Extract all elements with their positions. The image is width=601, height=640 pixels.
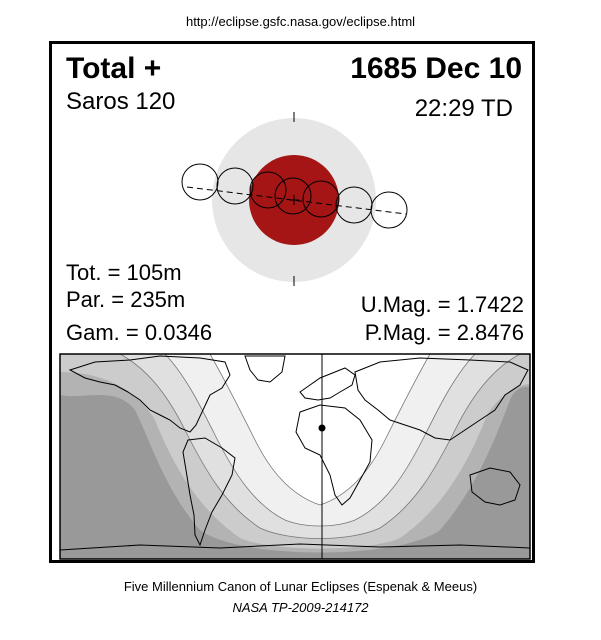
africa-outline bbox=[295, 404, 373, 506]
eclipse-date: 1685 Dec 10 bbox=[350, 52, 522, 85]
coastlines bbox=[60, 355, 530, 551]
umbral-magnitude: U.Mag. = 1.7422 bbox=[360, 292, 524, 317]
moon-u1-contact bbox=[216, 167, 254, 205]
moon-greatest bbox=[274, 177, 312, 215]
moon-p4-contact bbox=[370, 191, 408, 229]
asia-outline bbox=[354, 357, 529, 441]
australia-outline bbox=[469, 467, 521, 506]
shadow-diagram bbox=[181, 112, 408, 286]
map-border bbox=[59, 353, 531, 560]
canon-citation: Five Millennium Canon of Lunar Eclipses … bbox=[123, 579, 478, 594]
source-url[interactable]: http://eclipse.gsfc.nasa.gov/eclipse.htm… bbox=[185, 14, 416, 29]
saros-number: Saros 120 bbox=[66, 88, 176, 115]
south-america-outline bbox=[182, 437, 236, 547]
north-america-outline bbox=[68, 355, 231, 433]
eclipse-type: Total + bbox=[66, 52, 162, 85]
gamma-value: Gam. = 0.0346 bbox=[66, 320, 213, 345]
nasa-publication-id: NASA TP-2009-214172 bbox=[232, 600, 369, 615]
eclipse-panel-frame bbox=[49, 41, 535, 563]
europe-outline bbox=[299, 367, 356, 401]
penumbral-magnitude: P.Mag. = 2.8476 bbox=[364, 320, 524, 345]
map-contact-curves bbox=[119, 354, 521, 539]
greenland-outline bbox=[244, 355, 286, 383]
moon-u3-contact bbox=[302, 180, 340, 218]
partial-duration: Par. = 235m bbox=[66, 287, 186, 312]
moon-u2-contact bbox=[249, 171, 287, 209]
sublunar-point-marker bbox=[318, 424, 326, 432]
antarctica-outline bbox=[60, 543, 530, 551]
eclipse-time: 22:29 TD bbox=[414, 95, 513, 122]
total-duration: Tot. = 105m bbox=[66, 260, 182, 285]
visibility-map bbox=[59, 353, 531, 560]
moon-p1-contact bbox=[181, 163, 219, 201]
